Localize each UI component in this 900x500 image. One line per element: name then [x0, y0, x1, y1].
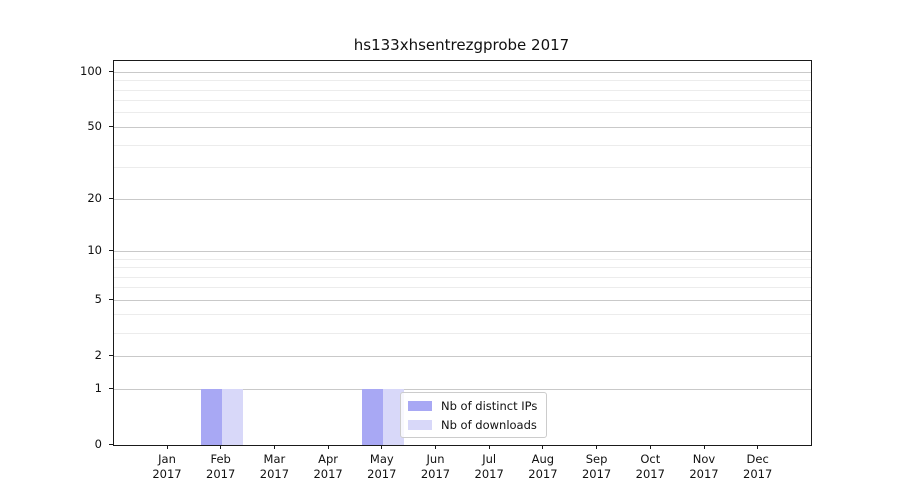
x-tick-label: Nov 2017	[689, 452, 719, 481]
x-tick-label: Jun 2017	[420, 452, 451, 481]
legend-swatch-downloads	[408, 419, 432, 430]
x-tick-mark	[381, 445, 383, 449]
x-tick-label: Aug 2017	[528, 452, 558, 481]
gridline-minor	[114, 267, 811, 268]
y-tick-label: 5	[94, 292, 102, 307]
gridline-minor	[114, 100, 811, 102]
x-tick-mark	[757, 445, 759, 449]
x-tick-label: Apr 2017	[313, 452, 343, 481]
x-tick-mark	[220, 445, 222, 449]
x-tick-mark	[327, 445, 329, 449]
x-tick-label: Sep 2017	[581, 452, 612, 481]
legend-entry-downloads: Nb of downloads	[408, 417, 537, 432]
x-tick-label: Jan 2017	[152, 452, 182, 481]
gridline-minor	[114, 112, 811, 114]
gridline-major	[114, 198, 811, 200]
x-tick-label: Mar 2017	[259, 452, 290, 481]
gridline-minor	[114, 276, 811, 278]
y-tick-mark	[109, 249, 113, 251]
plot-area: Nb of distinct IPs Nb of downloads	[113, 60, 812, 446]
y-tick-label: 2	[94, 348, 102, 363]
x-tick-mark	[703, 445, 705, 449]
y-tick-mark	[109, 354, 113, 356]
legend: Nb of distinct IPs Nb of downloads	[400, 392, 548, 438]
x-tick-mark	[488, 445, 490, 449]
chart-title: hs133xhsentrezgprobe 2017	[353, 36, 570, 54]
gridline-major	[114, 355, 811, 357]
x-tick-mark	[273, 445, 275, 449]
x-tick-label: Jul 2017	[474, 452, 504, 481]
gridline-minor	[114, 144, 811, 146]
legend-entry-distinct-ips: Nb of distinct IPs	[408, 398, 537, 413]
x-tick-mark	[166, 445, 168, 449]
x-tick-label: Feb 2017	[206, 452, 236, 481]
x-tick-mark	[435, 445, 436, 449]
y-tick-label: 1	[94, 381, 102, 395]
y-tick-mark	[109, 298, 113, 300]
legend-label-downloads: Nb of downloads	[441, 417, 537, 432]
legend-swatch-distinct-ips	[408, 400, 432, 411]
y-tick-mark	[109, 70, 113, 72]
gridline-major	[114, 71, 811, 73]
gridline-major	[114, 250, 811, 252]
y-tick-label: 10	[87, 243, 102, 258]
y-tick-label: 20	[87, 191, 102, 206]
gridline-minor	[114, 89, 811, 91]
x-tick-mark	[542, 445, 544, 449]
bar-nb-of-distinct-ips	[361, 389, 383, 445]
gridline-minor	[114, 314, 811, 316]
y-tick-mark	[109, 387, 113, 389]
y-tick-label: 50	[87, 119, 102, 134]
x-tick-label: Dec 2017	[743, 452, 773, 481]
x-tick-mark	[596, 445, 598, 449]
gridline-minor	[114, 258, 811, 260]
y-tick-mark	[109, 443, 113, 445]
bar-nb-of-downloads	[221, 389, 243, 445]
legend-label-distinct-ips: Nb of distinct IPs	[441, 398, 538, 413]
x-tick-label: Oct 2017	[635, 452, 665, 481]
gridline-major	[114, 299, 811, 301]
gridline-minor	[114, 287, 811, 289]
gridline-major	[114, 126, 811, 128]
x-tick-label: May 2017	[367, 452, 397, 481]
x-tick-mark	[649, 445, 651, 449]
bar-nb-of-distinct-ips	[200, 389, 222, 445]
gridline-major	[114, 388, 811, 390]
y-tick-label: 0	[94, 437, 102, 451]
gridline-minor	[114, 80, 811, 82]
y-tick-label: 100	[80, 64, 102, 79]
y-tick-mark	[109, 125, 113, 127]
gridline-minor	[114, 167, 811, 169]
y-tick-mark	[109, 197, 113, 199]
bar-nb-of-downloads	[382, 389, 404, 445]
gridline-minor	[114, 332, 811, 334]
